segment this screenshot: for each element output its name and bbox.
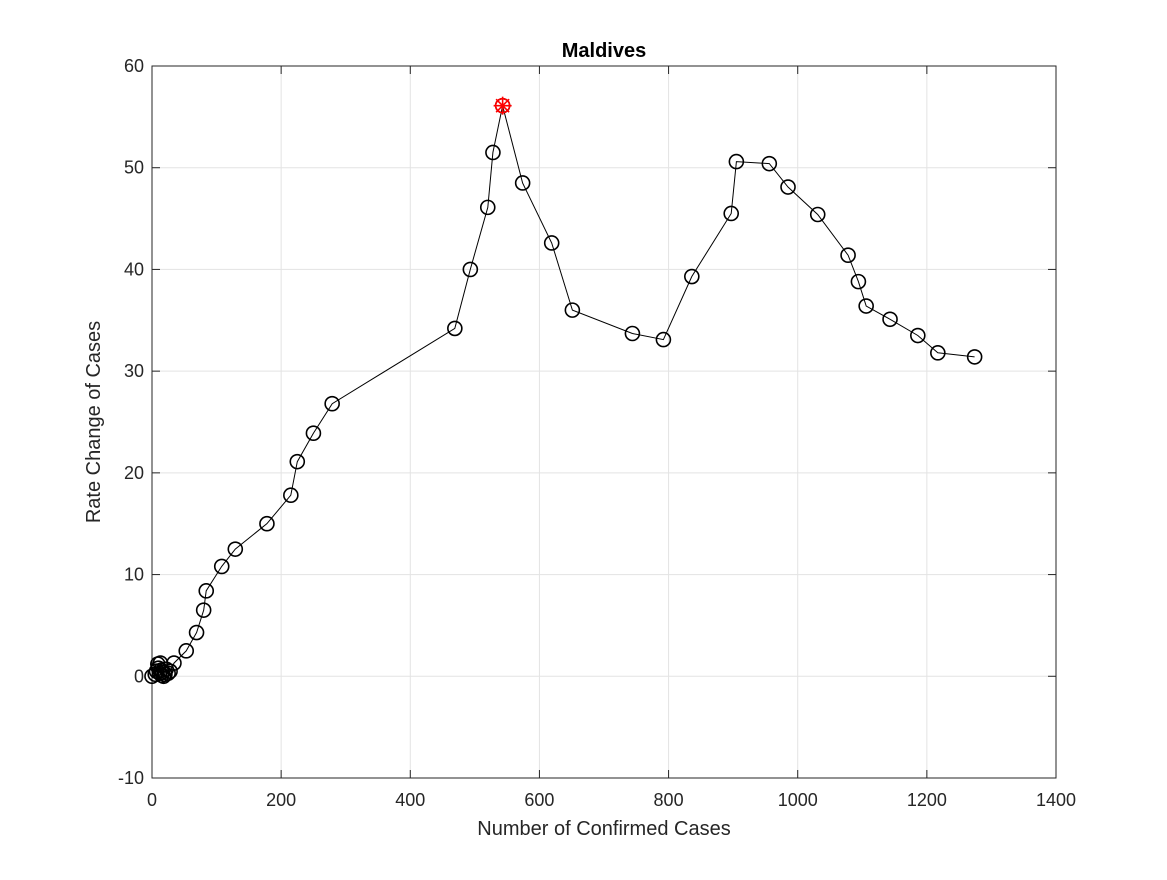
x-tick-label: 1200 <box>907 790 947 810</box>
data-point <box>543 235 560 251</box>
highlight-layer <box>493 96 512 115</box>
data-point <box>850 273 867 290</box>
data-point <box>858 298 874 314</box>
x-tick-label: 1400 <box>1036 790 1076 810</box>
axes <box>151 65 1057 779</box>
data-point <box>198 583 215 599</box>
y-tick-label: 30 <box>124 361 144 381</box>
y-tick-label: 50 <box>124 158 144 178</box>
data-point <box>761 155 778 172</box>
data-point <box>882 311 898 328</box>
data-point <box>213 558 230 575</box>
data-point <box>259 515 275 532</box>
peak-marker-stroke <box>495 98 510 113</box>
data-point <box>188 624 205 641</box>
data-point <box>178 643 195 659</box>
data-point <box>840 247 856 263</box>
data-point <box>289 453 306 470</box>
x-tick-label: 0 <box>147 790 157 810</box>
y-tick-label: 20 <box>124 463 144 483</box>
data-point <box>624 325 641 342</box>
y-tick-label: 60 <box>124 56 144 76</box>
data-point <box>564 302 581 318</box>
y-tick-label: 10 <box>124 565 144 585</box>
x-tick-label: 800 <box>654 790 684 810</box>
plot-area <box>152 66 1056 778</box>
data-point <box>966 349 983 365</box>
data-point <box>166 655 182 671</box>
x-tick-label: 400 <box>395 790 425 810</box>
y-axis-label: Rate Change of Cases <box>83 321 105 523</box>
data-point <box>910 327 926 344</box>
data-point <box>324 395 340 412</box>
axes-box <box>151 65 1057 779</box>
y-tick-label: 0 <box>134 666 144 686</box>
x-tick-label: 200 <box>266 790 296 810</box>
data-point <box>684 268 700 285</box>
data-point <box>723 205 740 222</box>
data-point <box>655 331 672 348</box>
y-tick-label: 40 <box>124 259 144 279</box>
chart-title: Maldives <box>562 40 646 62</box>
x-tick-label: 1000 <box>778 790 818 810</box>
data-point <box>227 541 244 557</box>
data-point <box>514 175 531 191</box>
peak-marker <box>493 96 512 115</box>
data-point <box>462 261 479 278</box>
data-point <box>809 206 826 223</box>
data-point <box>305 425 322 441</box>
data-point <box>728 153 745 170</box>
data-point <box>479 199 496 216</box>
data-point <box>930 345 946 361</box>
x-axis-label: Number of Confirmed Cases <box>477 818 730 840</box>
data-point <box>780 179 796 195</box>
ticks: 0 200 400 600 800 1000 1200 1400-10010203040506… <box>118 56 1076 810</box>
data-point <box>485 144 501 161</box>
data-point <box>162 663 178 680</box>
y-tick-label: -10 <box>118 768 144 788</box>
data-point <box>447 320 463 337</box>
data-point <box>283 487 299 504</box>
x-tick-label: 600 <box>524 790 554 810</box>
data-point <box>195 602 212 618</box>
